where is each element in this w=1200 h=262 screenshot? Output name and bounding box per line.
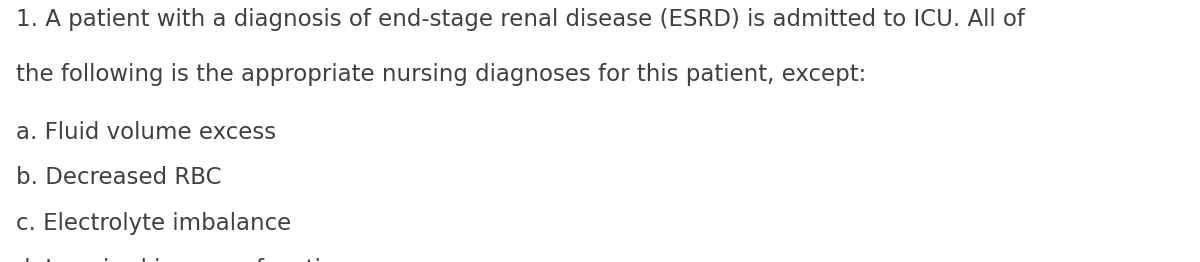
Text: 1. A patient with a diagnosis of end-stage renal disease (ESRD) is admitted to I: 1. A patient with a diagnosis of end-sta… (16, 8, 1025, 31)
Text: the following is the appropriate nursing diagnoses for this patient, except:: the following is the appropriate nursing… (16, 63, 866, 86)
Text: b. Decreased RBC: b. Decreased RBC (16, 166, 221, 189)
Text: c. Electrolyte imbalance: c. Electrolyte imbalance (16, 212, 290, 235)
Text: d. Impaired immune function: d. Impaired immune function (16, 258, 349, 262)
Text: a. Fluid volume excess: a. Fluid volume excess (16, 121, 276, 144)
